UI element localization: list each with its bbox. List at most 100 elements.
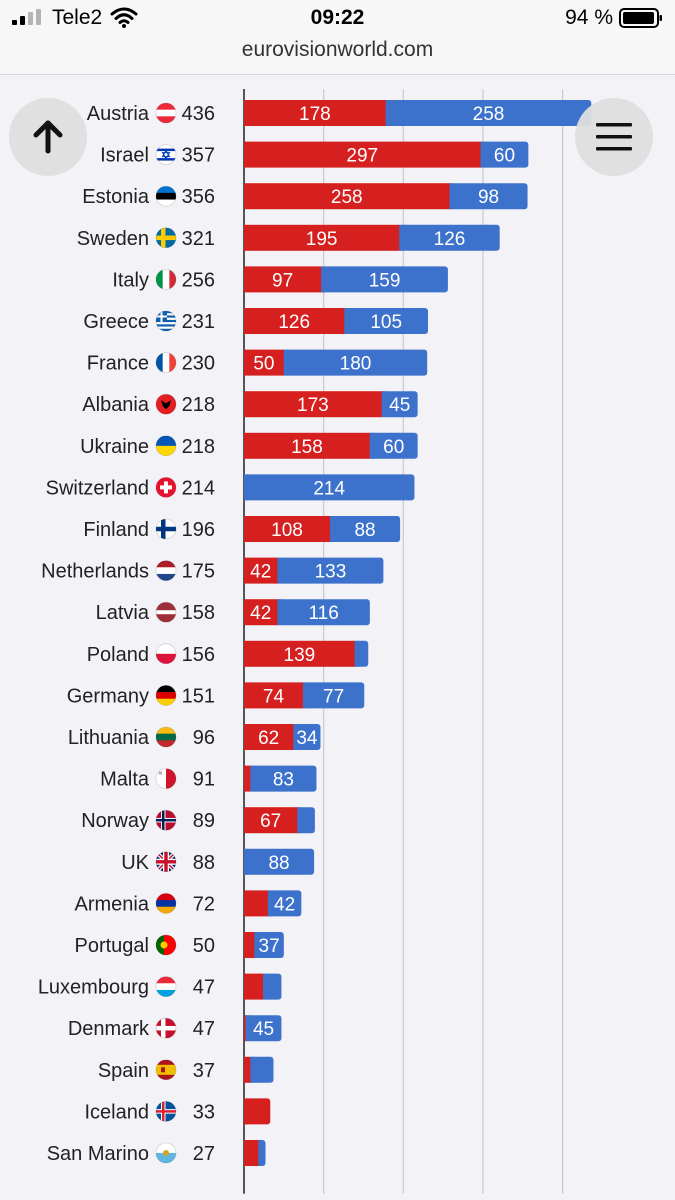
flag-band bbox=[166, 768, 176, 789]
flag-band bbox=[156, 1059, 176, 1066]
country-name-switzerland: Switzerland bbox=[46, 477, 149, 499]
televote-value-label: 45 bbox=[389, 395, 410, 416]
flag-band bbox=[156, 610, 176, 615]
chart-row: Norway 89 67 bbox=[81, 807, 315, 834]
uk-flag bbox=[156, 851, 176, 872]
jury-bar-iceland bbox=[244, 1098, 271, 1125]
jury-value-label: 42 bbox=[250, 603, 271, 624]
flag-rim bbox=[155, 851, 177, 873]
netherlands-flag bbox=[156, 560, 176, 581]
status-bar: Tele2 09:22 94 % bbox=[0, 0, 675, 34]
flag-rim bbox=[155, 102, 177, 124]
televote-value-label: 37 bbox=[259, 936, 280, 957]
total-points-sweden: 321 bbox=[182, 228, 215, 250]
country-name-germany: Germany bbox=[67, 685, 149, 707]
total-points-france: 230 bbox=[182, 353, 215, 375]
total-points-spain: 37 bbox=[193, 1060, 215, 1082]
country-name-greece: Greece bbox=[83, 311, 149, 333]
country-name-iceland: Iceland bbox=[85, 1101, 150, 1123]
televote-value-label: 60 bbox=[494, 146, 515, 167]
country-name-armenia: Armenia bbox=[75, 893, 150, 915]
chart-row: Ukraine 218 158 60 bbox=[80, 432, 418, 459]
flag-band bbox=[156, 324, 176, 327]
televote-value-label: 88 bbox=[354, 520, 375, 541]
flag-band bbox=[156, 328, 176, 331]
jury-bar-france bbox=[244, 349, 285, 376]
televote-bar-edge bbox=[283, 349, 288, 376]
flag-rim bbox=[155, 643, 177, 665]
televote-bar-edge bbox=[245, 1015, 250, 1042]
televote-value-label: 42 bbox=[274, 894, 295, 915]
televote-bar-latvia bbox=[277, 599, 370, 626]
total-points-germany: 151 bbox=[182, 685, 215, 707]
url-text[interactable]: eurovisionworld.com bbox=[241, 38, 434, 61]
country-name-malta: Malta bbox=[100, 769, 150, 791]
chart-row: Sweden 321 195 126 bbox=[77, 224, 500, 251]
flag-band bbox=[156, 653, 176, 664]
televote-bar-edge bbox=[277, 599, 282, 626]
televote-bar-luxembourg bbox=[263, 973, 282, 1000]
country-name-israel: Israel bbox=[100, 145, 149, 167]
france-flag bbox=[156, 352, 176, 373]
televote-bar-edge bbox=[480, 141, 485, 168]
luxembourg-flag bbox=[156, 976, 176, 997]
chart-row: UK 88 88 bbox=[121, 848, 315, 875]
televote-bar-estonia bbox=[449, 183, 528, 210]
jury-value-label: 158 bbox=[291, 437, 323, 458]
flag-rim bbox=[155, 268, 177, 290]
total-points-italy: 256 bbox=[182, 269, 215, 291]
flag-rim bbox=[155, 435, 177, 457]
televote-bar-edge bbox=[244, 848, 248, 875]
san-marino-flag bbox=[156, 1143, 176, 1163]
total-points-albania: 218 bbox=[182, 394, 215, 416]
televote-bar-edge bbox=[277, 557, 282, 584]
flag-rim bbox=[155, 560, 177, 582]
chart-row: Portugal 50 37 bbox=[75, 932, 284, 958]
chart-row: Estonia 356 258 98 bbox=[82, 183, 528, 210]
jury-value-label: 297 bbox=[346, 146, 378, 167]
televote-bar-edge bbox=[354, 640, 359, 667]
country-name-italy: Italy bbox=[112, 269, 149, 291]
flag-band bbox=[156, 560, 176, 568]
televote-value-label: 98 bbox=[478, 187, 499, 208]
flag-band bbox=[156, 983, 176, 991]
battery-icon bbox=[619, 8, 662, 28]
televote-bar-edge bbox=[244, 474, 248, 501]
flag-band bbox=[156, 322, 176, 325]
country-name-netherlands: Netherlands bbox=[41, 561, 149, 583]
chart-row: Latvia 158 42 116 bbox=[96, 599, 370, 626]
total-points-switzerland: 214 bbox=[182, 477, 215, 499]
address-bar[interactable]: eurovisionworld.com bbox=[0, 34, 675, 75]
jury-bar-edge bbox=[244, 1098, 248, 1125]
country-name-uk: UK bbox=[121, 852, 149, 874]
flag-cross-h bbox=[160, 485, 172, 490]
flag-band bbox=[156, 976, 176, 984]
televote-bar-malta bbox=[250, 765, 317, 792]
flag-band bbox=[156, 1064, 176, 1071]
total-points-norway: 89 bbox=[193, 810, 215, 832]
televote-bar-edge bbox=[449, 183, 454, 210]
flag-band bbox=[162, 352, 170, 373]
arrow-up-icon bbox=[33, 120, 63, 154]
israel-flag bbox=[156, 144, 176, 165]
televote-value-label: 77 bbox=[323, 686, 344, 707]
jury-value-label: 173 bbox=[297, 395, 329, 416]
flag-emblem bbox=[163, 1150, 169, 1156]
chart-row: Poland 156 139 bbox=[87, 640, 369, 667]
scroll-up-button[interactable] bbox=[9, 98, 87, 176]
menu-button[interactable] bbox=[575, 98, 653, 176]
flag-band bbox=[156, 989, 176, 997]
televote-value-label: 105 bbox=[370, 312, 402, 333]
austria-flag bbox=[156, 103, 176, 123]
chart-row: Austria 436 178 258 bbox=[87, 100, 592, 126]
jury-bar-spain bbox=[244, 1056, 252, 1083]
flag-band bbox=[156, 573, 176, 581]
televote-value-label: 60 bbox=[383, 437, 404, 458]
televote-value-label: 83 bbox=[273, 770, 294, 791]
flag-band bbox=[156, 1143, 176, 1154]
jury-bar-malta bbox=[244, 765, 252, 792]
norway-flag bbox=[156, 810, 176, 831]
televote-bar-edge bbox=[381, 391, 386, 418]
total-points-netherlands: 175 bbox=[182, 561, 215, 583]
jury-bar-austria bbox=[244, 100, 387, 126]
